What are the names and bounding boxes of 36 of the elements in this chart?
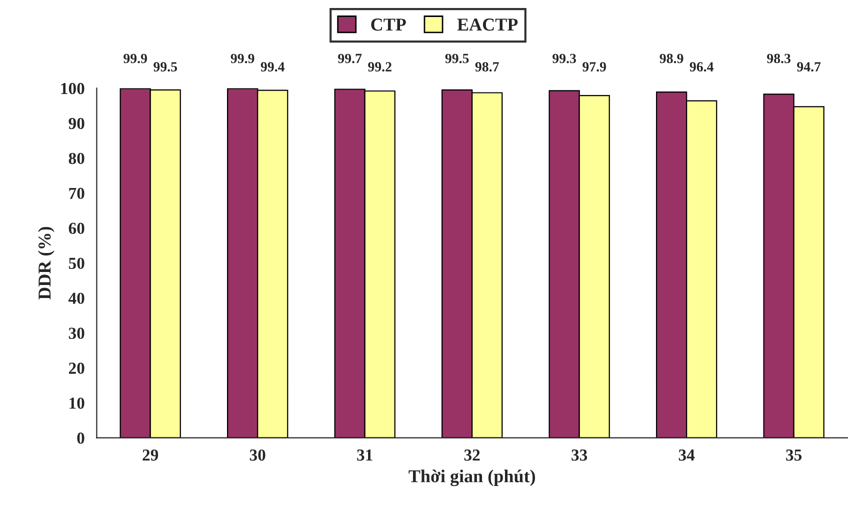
- y-tick-label: 30: [68, 328, 84, 339]
- x-tick-label: 33: [572, 449, 588, 461]
- data-label: 98.7: [475, 62, 499, 72]
- y-tick-label: 100: [61, 82, 84, 94]
- x-tick-label: 35: [786, 449, 802, 461]
- data-label: 99.3: [552, 54, 576, 64]
- x-tick-label: 30: [250, 449, 266, 461]
- data-label: 98.3: [767, 54, 790, 64]
- x-tick-label: 31: [357, 449, 372, 461]
- legend-label: EACTP: [457, 18, 518, 31]
- y-axis-title: DDR (%): [38, 226, 54, 300]
- data-label: 99.2: [368, 62, 392, 72]
- y-tick-label: 0: [77, 432, 84, 444]
- y-tick-label: 80: [68, 152, 84, 164]
- y-tick-label: 90: [68, 118, 84, 130]
- data-label: 99.4: [260, 62, 285, 72]
- data-label: 99.9: [124, 54, 147, 64]
- x-tick-label: 32: [464, 449, 480, 461]
- x-tick-label: 29: [142, 449, 158, 461]
- y-tick-label: 10: [70, 398, 84, 409]
- data-label: 94.7: [797, 62, 821, 72]
- y-tick-label: 50: [68, 258, 84, 269]
- x-axis-title: Thời gian (phút): [408, 470, 535, 486]
- y-tick-label: 70: [69, 188, 84, 200]
- data-label: 97.9: [582, 62, 606, 72]
- data-label: 99.9: [230, 54, 254, 64]
- data-label: 99.5: [445, 54, 469, 64]
- data-label: 98.9: [660, 54, 684, 64]
- x-tick-label: 34: [678, 449, 695, 461]
- y-tick-label: 60: [68, 222, 84, 234]
- y-tick-label: 40: [68, 292, 84, 304]
- legend-label: CTP: [371, 18, 406, 31]
- data-label: 96.4: [690, 62, 714, 72]
- data-label: 99.7: [338, 54, 362, 64]
- data-label: 99.5: [154, 62, 178, 72]
- y-tick-label: 20: [68, 362, 84, 374]
